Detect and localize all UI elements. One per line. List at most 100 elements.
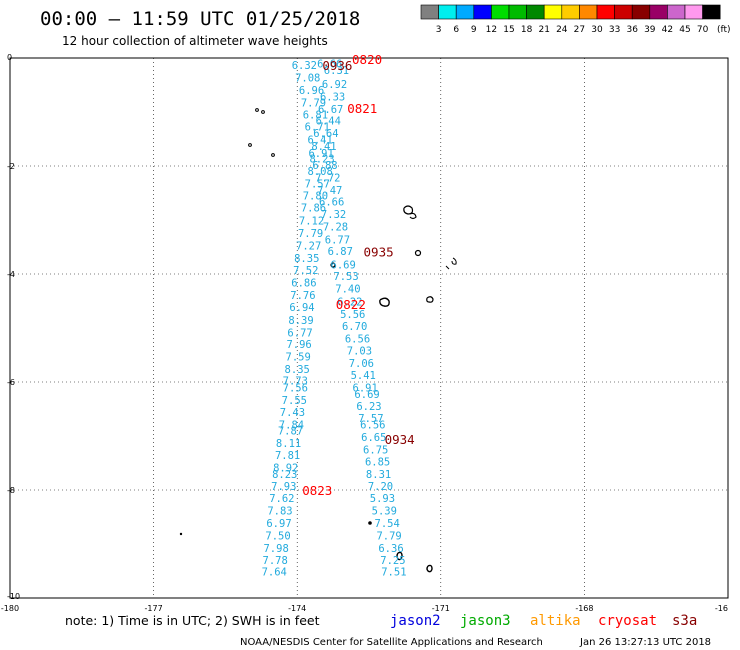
wave-height-value: 7.47 <box>317 185 342 197</box>
wave-height-value: 6.44 <box>316 116 341 128</box>
wave-height-value: 8.11 <box>276 438 301 450</box>
wave-height-value: 6.91 <box>353 382 378 394</box>
wave-height-value: 7.03 <box>347 346 372 358</box>
wave-height-value: 7.25 <box>380 555 405 567</box>
y-tick-label: -2 <box>7 162 15 171</box>
wave-height-value: 7.06 <box>349 358 374 370</box>
wave-height-value: 6.87 <box>328 246 353 258</box>
island-outline <box>414 249 422 257</box>
wave-height-value: 8.23 <box>309 153 334 165</box>
colorbar-swatch <box>473 4 492 20</box>
wave-height-value: 7.57 <box>305 178 330 190</box>
wave-height-value: 8.35 <box>285 364 310 376</box>
wave-height-value: 7.56 <box>283 382 308 394</box>
x-tick-label: -168 <box>575 604 593 613</box>
colorbar-swatch <box>614 4 633 20</box>
y-tick-label: -10 <box>7 592 20 601</box>
island-outline <box>379 297 390 307</box>
wave-height-value: 7.98 <box>263 543 288 555</box>
island-outline <box>426 564 433 573</box>
wave-height-value: 6.96 <box>299 85 324 97</box>
wave-height-value: 6.85 <box>365 456 390 468</box>
satellite-legend-jason3: jason3 <box>460 613 511 629</box>
x-tick-label: -177 <box>145 604 163 613</box>
pass-time-label: 0936 <box>322 58 352 73</box>
y-tick-label: -4 <box>7 270 15 279</box>
wave-height-value: 7.54 <box>375 518 400 530</box>
wave-height-value: 8.39 <box>288 315 313 327</box>
wave-height-value: 6.66 <box>319 197 344 209</box>
colorbar-swatch <box>702 4 721 20</box>
colorbar-swatch <box>667 4 686 20</box>
colorbar-swatch <box>579 4 598 20</box>
wave-height-value: 6.77 <box>325 234 350 246</box>
footer-note: note: 1) Time is in UTC; 2) SWH is in fe… <box>65 613 320 628</box>
x-tick-label: -174 <box>288 604 306 613</box>
wave-height-value: 7.78 <box>263 555 288 567</box>
wave-height-points: 6.666.32 6.317.086.926.966.337.796.676.81… <box>262 58 407 578</box>
wave-height-value: 8.92 <box>273 462 298 474</box>
pass-time-label: 0820 <box>352 52 382 67</box>
wave-height-value: 6.69 <box>354 389 379 401</box>
wave-height-value: 7.08 <box>295 72 320 84</box>
wave-height-value: 7.64 <box>262 567 287 579</box>
wave-height-value: 6.86 <box>291 278 316 290</box>
y-tick-label: -8 <box>7 486 15 495</box>
wave-height-value: 6.97 <box>266 518 291 530</box>
pass-time-label: 0823 <box>302 483 332 498</box>
colorbar-label: 12 <box>486 25 497 35</box>
wave-height-value: 7.59 <box>286 352 311 364</box>
wave-height-value: 8.08 <box>308 166 333 178</box>
wave-height-value: 7.32 <box>321 209 346 221</box>
wave-height-value: 6.64 <box>313 128 338 140</box>
wave-height-value: 7.73 <box>283 375 308 387</box>
wave-height-value: 7.53 <box>333 271 358 283</box>
wave-height-value: 6.67 <box>318 104 343 116</box>
wave-height-value: 7.87 <box>278 426 303 438</box>
pass-time-label: 0934 <box>385 432 415 447</box>
colorbar-swatch <box>596 4 615 20</box>
wave-height-value: 7.51 <box>381 567 406 579</box>
wave-height-value: 8.23 <box>272 469 297 481</box>
wave-height-value: 7.27 <box>296 240 321 252</box>
wave-height-value: 6.91 <box>308 148 333 160</box>
wave-height-value: 7.96 <box>286 339 311 351</box>
colorbar-label: 21 <box>538 25 549 35</box>
wave-height-value: 7.83 <box>267 506 292 518</box>
island-outline <box>445 257 457 270</box>
wave-height-value: 5.39 <box>372 506 397 518</box>
colorbar-label: 3 <box>436 25 442 35</box>
wave-height-value: 6.31 <box>324 65 349 77</box>
colorbar-label: 42 <box>662 25 673 35</box>
wave-height-value: 6.75 <box>363 445 388 457</box>
wave-height-value: 6.36 <box>378 543 403 555</box>
wave-height-value: 7.72 <box>315 172 340 184</box>
colorbar-label: 36 <box>626 25 638 35</box>
wave-height-value: 8.31 <box>366 469 391 481</box>
plot-frame <box>9 57 729 599</box>
colorbar-label: 45 <box>679 25 690 35</box>
colorbar-swatch <box>455 4 475 20</box>
wave-height-value: 7.12 <box>299 216 324 228</box>
colorbar-label: 9 <box>471 25 477 35</box>
wave-height-value: 5.56 <box>340 309 365 321</box>
wave-height-value: 6.94 <box>289 302 314 314</box>
colorbar-unit: (ft) <box>717 25 731 35</box>
wave-height-value: 7.62 <box>269 493 294 505</box>
island-outlines <box>179 108 457 573</box>
island-outline <box>368 521 372 525</box>
colorbar-label: 39 <box>644 25 656 35</box>
x-axis-ticks: -180 -177 -174 -171 -168 -16 <box>1 604 728 613</box>
wave-height-value: 6.32 <box>292 60 317 72</box>
island-outline <box>330 262 336 268</box>
wave-height-value: 6.77 <box>287 327 312 339</box>
wave-height-value: 7.57 <box>358 413 383 425</box>
colorbar-swatch <box>508 4 527 20</box>
colorbar-label: 33 <box>609 25 620 35</box>
x-tick-label: -16 <box>715 604 728 613</box>
island-outline <box>426 296 434 303</box>
colorbar-label: 24 <box>556 25 568 35</box>
wave-height-value: 6.88 <box>312 160 337 172</box>
island-outline <box>271 153 275 157</box>
